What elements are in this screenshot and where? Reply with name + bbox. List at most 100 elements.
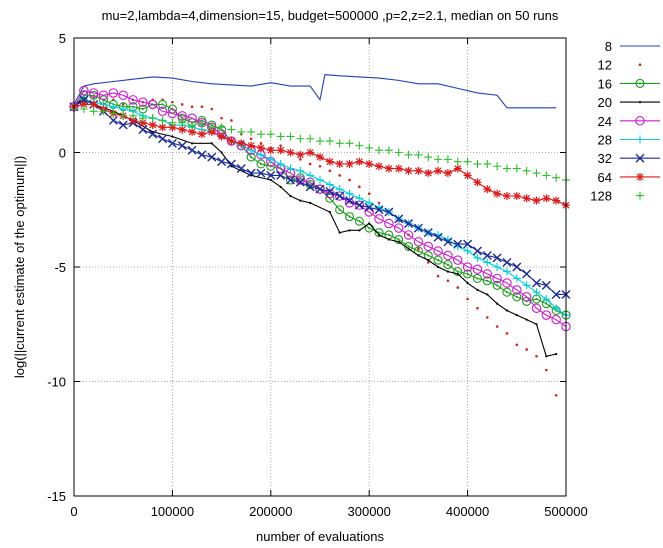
marker-ring — [256, 159, 266, 169]
data-point — [306, 134, 315, 143]
marker-center — [259, 162, 262, 165]
data-point — [552, 173, 561, 182]
data-point — [433, 246, 443, 256]
data-point — [426, 261, 430, 264]
data-point — [171, 100, 174, 104]
data-point — [325, 186, 335, 196]
data-point — [177, 141, 187, 151]
data-point — [413, 237, 424, 247]
data-point — [315, 184, 325, 194]
data-point — [315, 184, 325, 194]
data-point — [531, 303, 542, 313]
data-point — [532, 196, 541, 205]
y-axis-label: log(||current estimate of the optimum||) — [12, 156, 27, 378]
data-point — [247, 127, 256, 136]
data-point — [335, 139, 344, 148]
marker-center — [368, 227, 371, 230]
data-point — [532, 288, 541, 297]
legend-label: 128 — [590, 189, 612, 204]
data-point — [463, 171, 472, 180]
marker-ring — [512, 292, 522, 302]
marker-ring — [394, 234, 404, 245]
marker-center — [338, 208, 341, 211]
data-point — [453, 255, 463, 265]
data-point — [259, 142, 263, 145]
marker-center — [486, 279, 489, 282]
data-point — [466, 281, 469, 285]
data-point — [308, 162, 312, 166]
data-point — [515, 343, 519, 347]
data-point — [473, 253, 482, 262]
data-point — [207, 152, 217, 162]
data-point — [394, 148, 403, 157]
data-point — [190, 105, 194, 108]
data-point — [482, 251, 492, 261]
data-point — [364, 202, 374, 212]
data-point — [531, 278, 541, 288]
data-point — [413, 223, 423, 233]
data-point — [483, 159, 492, 168]
data-point — [374, 214, 384, 224]
data-point — [89, 100, 98, 109]
data-point — [118, 120, 128, 130]
data-point — [309, 201, 312, 204]
data-point — [492, 273, 502, 284]
data-point — [328, 210, 331, 214]
data-point — [227, 125, 236, 134]
data-point — [551, 314, 561, 325]
data-point — [393, 223, 404, 233]
data-point — [306, 148, 315, 157]
data-point — [433, 255, 443, 265]
data-point — [249, 137, 253, 141]
data-point — [365, 143, 374, 152]
data-point — [482, 276, 492, 286]
data-point — [404, 150, 413, 159]
data-point — [482, 269, 493, 279]
data-point — [256, 150, 265, 159]
data-point — [128, 95, 138, 105]
data-point — [345, 189, 354, 198]
data-point — [483, 258, 492, 267]
data-point — [552, 304, 561, 313]
data-point — [306, 171, 315, 180]
marker-center — [407, 245, 410, 248]
data-point — [119, 111, 128, 120]
data-point — [276, 132, 285, 141]
data-point — [109, 102, 118, 111]
legend-marker — [636, 172, 644, 181]
marker-center — [417, 249, 420, 252]
x-tick-label: 0 — [70, 504, 77, 519]
data-point — [358, 229, 361, 232]
data-point — [542, 171, 551, 180]
data-point — [463, 157, 472, 166]
data-point — [187, 145, 197, 155]
data-point — [443, 250, 453, 261]
data-point — [148, 121, 157, 130]
marker-center — [545, 302, 548, 305]
data-point — [121, 103, 125, 106]
data-point — [394, 214, 404, 224]
y-tick-label: -5 — [54, 260, 66, 275]
data-point — [384, 146, 393, 155]
data-point — [502, 287, 512, 297]
data-point — [443, 155, 452, 164]
data-point — [515, 313, 518, 317]
data-point — [486, 293, 489, 296]
data-point — [531, 294, 542, 304]
data-point — [493, 162, 502, 171]
data-point — [305, 182, 315, 192]
data-point — [443, 260, 453, 270]
series-line — [73, 90, 567, 327]
data-point — [502, 257, 512, 267]
series-line — [73, 94, 567, 316]
plot-frame — [73, 37, 567, 497]
data-point — [286, 132, 295, 141]
series-12 — [72, 96, 558, 397]
data-point — [151, 130, 154, 133]
data-point — [355, 194, 364, 203]
legend-label: 64 — [598, 170, 612, 185]
data-point — [407, 247, 410, 250]
data-point — [250, 174, 253, 177]
x-tick-label: 100000 — [151, 504, 194, 519]
